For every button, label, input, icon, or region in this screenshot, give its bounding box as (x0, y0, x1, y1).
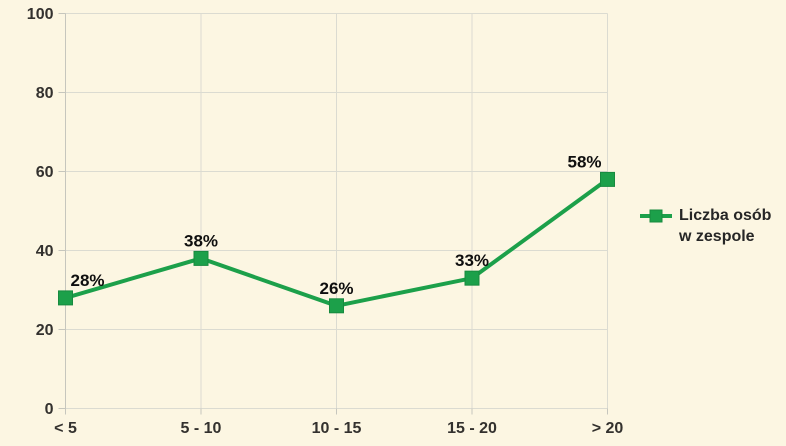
y-tick-label: 20 (36, 322, 54, 339)
x-tick-label: 5 - 10 (181, 420, 222, 437)
data-point-marker (329, 298, 344, 314)
data-point-marker (600, 171, 615, 187)
legend: Liczba osób w zespole (640, 205, 771, 247)
data-point-label: 26% (319, 279, 353, 298)
x-tick-label: > 20 (592, 420, 624, 437)
x-tick-label: 15 - 20 (447, 420, 497, 437)
data-point-marker (193, 250, 209, 266)
y-tick-label: 80 (36, 85, 54, 102)
legend-square-icon (649, 209, 663, 223)
data-point-marker (58, 290, 73, 306)
data-point-marker (464, 270, 480, 286)
data-point-label: 38% (184, 231, 218, 250)
data-point-label: 28% (70, 271, 104, 290)
data-point-label: 58% (567, 152, 601, 171)
data-point-label: 33% (455, 251, 489, 270)
y-tick-label: 0 (45, 401, 54, 418)
x-tick-label: 10 - 15 (312, 420, 362, 437)
legend-label-line1: Liczba osób (679, 207, 772, 224)
legend-series-marker-icon (640, 209, 672, 223)
legend-label: Liczba osób w zespole (679, 205, 771, 247)
x-tick-label: < 5 (54, 420, 77, 437)
y-tick-label: 40 (36, 243, 54, 260)
y-tick-label: 100 (27, 6, 54, 23)
y-tick-label: 60 (36, 164, 54, 181)
legend-label-line2: w zespole (679, 228, 755, 245)
